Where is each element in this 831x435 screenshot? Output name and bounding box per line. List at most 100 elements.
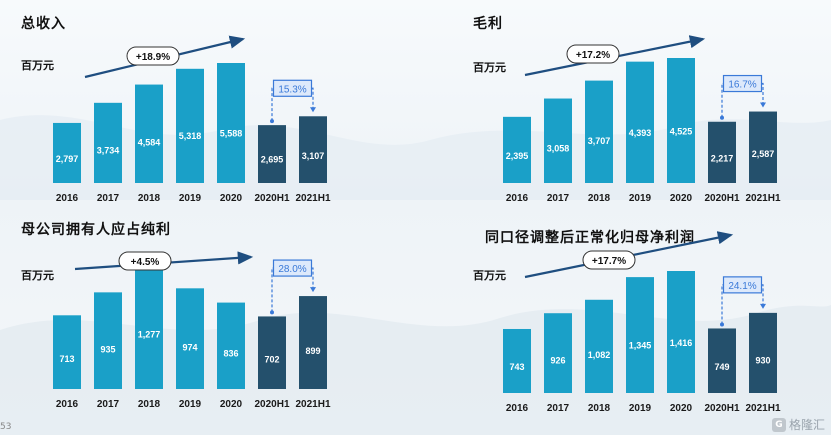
data-label: 2,797 bbox=[56, 154, 79, 164]
x-tick-label: 2017 bbox=[547, 193, 570, 204]
chart-title: 同口径调整后正常化归母净利润 bbox=[485, 230, 695, 246]
x-tick-label: 2019 bbox=[629, 403, 652, 414]
yoy-connector bbox=[271, 87, 274, 122]
data-label: 836 bbox=[223, 349, 238, 359]
x-tick-label: 2020 bbox=[670, 403, 693, 414]
x-tick-label: 2020H1 bbox=[704, 193, 739, 204]
bar-2016 bbox=[53, 315, 81, 389]
cagr-label: +17.2% bbox=[576, 50, 610, 61]
data-label: 1,082 bbox=[588, 350, 611, 360]
bar-2020h1 bbox=[708, 121, 736, 183]
bar-2020h1 bbox=[258, 125, 286, 183]
x-tick-label: 2019 bbox=[629, 193, 652, 204]
bar-2020 bbox=[667, 271, 695, 393]
bar-2019 bbox=[626, 277, 654, 393]
data-label: 2,395 bbox=[506, 151, 529, 161]
x-tick-label: 2021H1 bbox=[295, 193, 330, 204]
data-label: 2,587 bbox=[752, 149, 775, 159]
data-label: 4,525 bbox=[670, 127, 693, 137]
bar-chart-net-profit: 713 2016 935 2017 1,277 2018 974 2019 836 2020 702… bbox=[53, 251, 331, 410]
yoy-connector-dot bbox=[720, 322, 724, 327]
unit-label: 百万元 bbox=[21, 269, 54, 282]
yoy-box bbox=[272, 259, 313, 277]
bar-2021h1 bbox=[749, 312, 777, 393]
yoy-connector-dot bbox=[270, 119, 274, 124]
x-tick-label: 2016 bbox=[506, 403, 529, 414]
bar-2020h1 bbox=[708, 328, 736, 393]
cagr-label: +17.7% bbox=[592, 256, 626, 267]
bar-2019 bbox=[176, 68, 204, 183]
yoy-box bbox=[722, 74, 763, 93]
data-label: 743 bbox=[509, 362, 524, 372]
bar-2019 bbox=[626, 61, 654, 183]
chart-title: 母公司拥有人应占纯利 bbox=[21, 222, 171, 238]
x-tick-label: 2020H1 bbox=[254, 193, 289, 204]
bar-2018 bbox=[135, 257, 163, 389]
yoy-label: 28.0% bbox=[278, 264, 306, 275]
x-tick-label: 2020H1 bbox=[254, 399, 289, 410]
chart-title: 毛利 bbox=[473, 16, 503, 32]
data-label: 930 bbox=[755, 355, 770, 365]
cagr-pill bbox=[566, 44, 620, 64]
bar-2017 bbox=[544, 313, 572, 393]
data-label: 5,588 bbox=[220, 129, 243, 139]
data-label: 935 bbox=[100, 344, 115, 354]
x-tick-label: 2018 bbox=[138, 193, 161, 204]
yoy-label: 24.1% bbox=[728, 281, 756, 292]
yoy-arrowhead bbox=[310, 287, 316, 293]
x-tick-label: 2020 bbox=[220, 193, 243, 204]
bar-2016 bbox=[503, 328, 531, 393]
bar-2017 bbox=[94, 102, 122, 183]
yoy-arrowhead bbox=[760, 303, 766, 309]
data-label: 702 bbox=[264, 355, 279, 365]
x-tick-label: 2016 bbox=[56, 193, 79, 204]
bar-2017 bbox=[94, 292, 122, 389]
bar-2021h1 bbox=[299, 116, 327, 183]
yoy-label: 15.3% bbox=[278, 84, 306, 95]
x-tick-label: 2021H1 bbox=[295, 399, 330, 410]
x-tick-label: 2017 bbox=[97, 399, 120, 410]
yoy-arrowhead bbox=[310, 107, 316, 113]
cagr-pill bbox=[126, 46, 180, 66]
x-tick-label: 2016 bbox=[506, 193, 529, 204]
yoy-connector-dot bbox=[270, 310, 274, 315]
bar-chart-gross-profit: 2,395 2016 3,058 2017 3,707 2018 4,393 2019 4,52… bbox=[503, 35, 781, 204]
x-tick-label: 2020 bbox=[220, 399, 243, 410]
bar-2020h1 bbox=[258, 316, 286, 389]
chart-panel-adjusted-net-profit: 同口径调整后正常化归母净利润 百万元 743 2016 926 2017 1,082 20… bbox=[465, 215, 831, 425]
bar-2016 bbox=[503, 116, 531, 183]
bar-2020 bbox=[217, 302, 245, 389]
bar-2021h1 bbox=[299, 296, 327, 389]
bar-2018 bbox=[135, 84, 163, 183]
chart-panel-total-revenue: 总收入 百万元 2,797 2016 3,734 2017 4,584 2018 5,318… bbox=[15, 5, 415, 215]
unit-label: 百万元 bbox=[21, 59, 54, 72]
x-tick-label: 2020 bbox=[670, 193, 693, 204]
chart-title: 总收入 bbox=[21, 16, 66, 32]
x-tick-label: 2020H1 bbox=[704, 403, 739, 414]
data-label: 3,734 bbox=[97, 145, 120, 155]
cagr-label: +4.5% bbox=[131, 257, 160, 268]
unit-label: 百万元 bbox=[473, 61, 506, 74]
x-tick-label: 2018 bbox=[138, 399, 161, 410]
x-tick-label: 2021H1 bbox=[745, 403, 780, 414]
data-label: 1,277 bbox=[138, 330, 161, 340]
watermark-logo-icon: G bbox=[771, 417, 786, 432]
bar-2020 bbox=[217, 63, 245, 183]
bar-2020 bbox=[667, 58, 695, 183]
chart-panel-net-profit: 母公司拥有人应占纯利 百万元 713 2016 935 2017 1,277 2018 97… bbox=[15, 215, 415, 425]
bar-2021h1 bbox=[749, 111, 777, 183]
watermark-text: 格隆汇 bbox=[788, 418, 825, 432]
data-label: 4,393 bbox=[629, 128, 652, 138]
yoy-box bbox=[722, 276, 763, 294]
data-label: 1,416 bbox=[670, 338, 693, 348]
data-label: 2,217 bbox=[711, 153, 734, 163]
x-tick-label: 2021H1 bbox=[745, 193, 780, 204]
data-label: 4,584 bbox=[138, 138, 161, 148]
data-label: 5,318 bbox=[179, 131, 202, 141]
data-label: 899 bbox=[305, 346, 320, 356]
page-number: 53 bbox=[0, 422, 12, 432]
cagr-pill bbox=[118, 251, 172, 271]
data-label: 713 bbox=[59, 354, 74, 364]
x-tick-label: 2018 bbox=[588, 403, 611, 414]
